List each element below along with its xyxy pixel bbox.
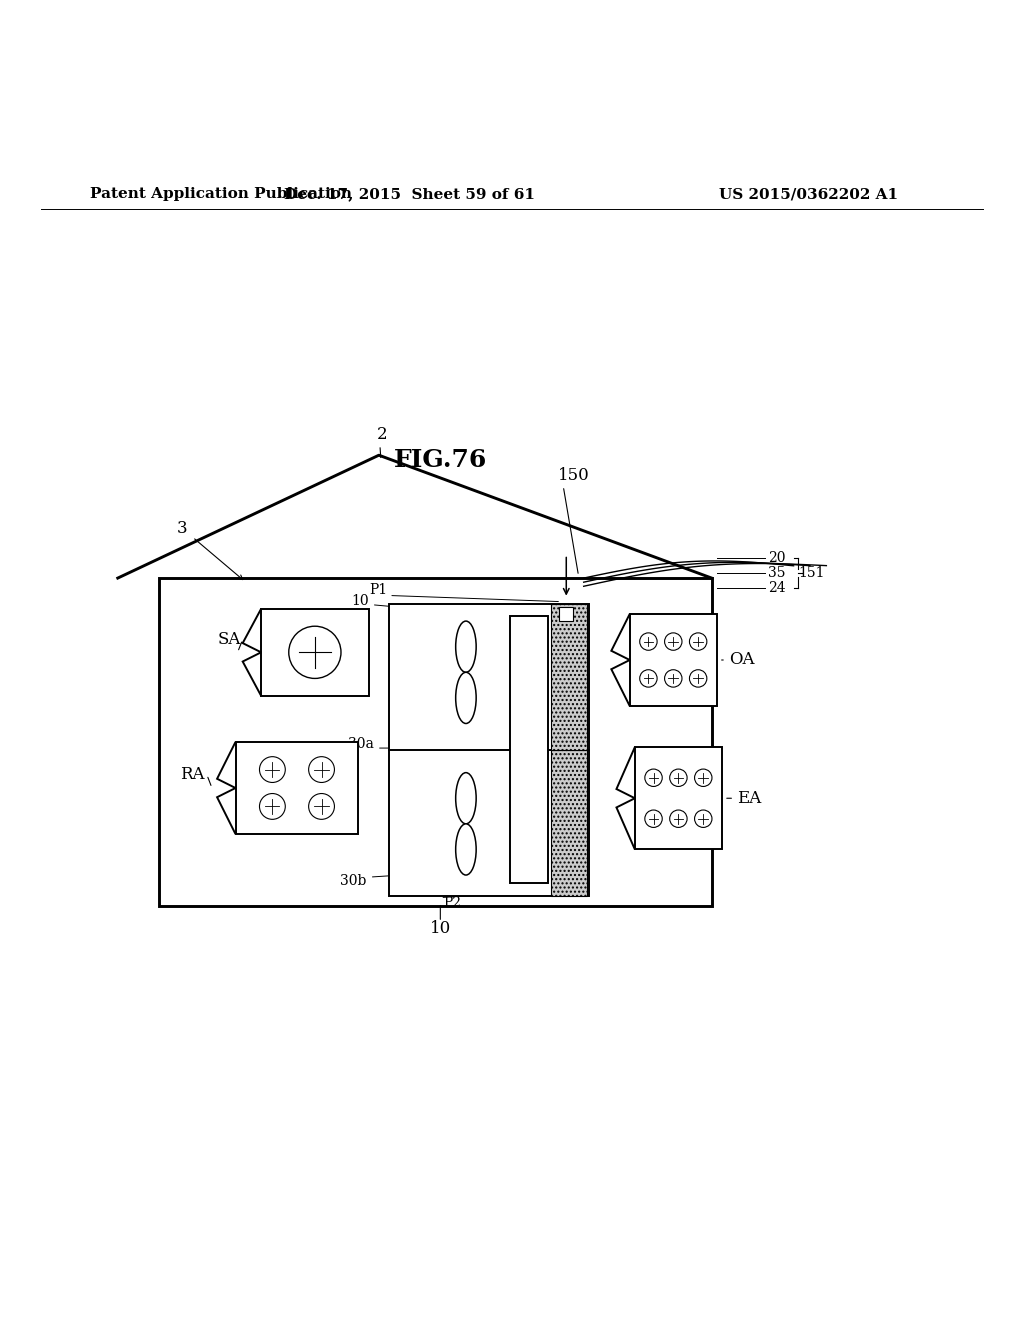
Circle shape [665,669,682,688]
Text: 10: 10 [351,594,369,607]
Text: Patent Application Publication: Patent Application Publication [90,187,352,201]
Ellipse shape [456,772,476,824]
Bar [389,603,589,895]
Text: 151: 151 [799,566,825,579]
Bar [510,616,548,883]
Circle shape [640,669,657,688]
Bar [159,578,712,906]
Circle shape [640,632,657,651]
Circle shape [670,810,687,828]
Circle shape [694,810,712,828]
Bar [630,614,717,706]
Bar [551,603,587,750]
Circle shape [259,793,286,820]
Bar [261,609,369,696]
Circle shape [645,810,663,828]
Text: 3: 3 [177,520,187,537]
Text: Dec. 17, 2015  Sheet 59 of 61: Dec. 17, 2015 Sheet 59 of 61 [284,187,536,201]
Text: OA: OA [729,652,755,668]
Bar [635,747,722,850]
Circle shape [259,756,286,783]
Circle shape [645,770,663,787]
Text: FIG.76: FIG.76 [393,449,487,473]
Bar [551,750,587,895]
Text: 24: 24 [768,581,785,595]
Text: SA: SA [217,631,241,648]
Circle shape [689,632,707,651]
Text: 30b: 30b [340,874,367,888]
Circle shape [289,626,341,678]
Circle shape [308,793,335,820]
Text: P2: P2 [443,896,462,909]
Text: 150: 150 [558,467,590,484]
Text: 30a: 30a [348,737,374,751]
Bar [559,607,573,622]
Ellipse shape [456,622,476,672]
Text: US 2015/0362202 A1: US 2015/0362202 A1 [720,187,898,201]
Text: 10: 10 [430,920,451,937]
Text: 20: 20 [768,550,785,565]
Text: P1: P1 [369,583,387,598]
Text: RA: RA [180,766,205,783]
Ellipse shape [456,824,476,875]
Circle shape [694,770,712,787]
Circle shape [689,669,707,688]
Circle shape [308,756,335,783]
Text: 35: 35 [768,566,785,579]
Circle shape [670,770,687,787]
Text: 2: 2 [377,426,387,444]
Bar [236,742,358,834]
Text: EA: EA [737,789,762,807]
Ellipse shape [456,672,476,723]
Circle shape [665,632,682,651]
